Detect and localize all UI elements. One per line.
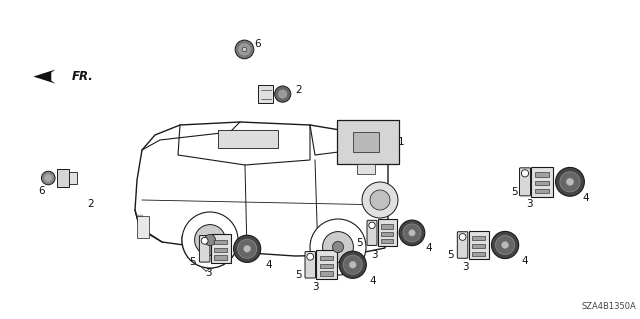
Text: 6: 6	[255, 39, 261, 49]
Bar	[381, 225, 394, 228]
Text: FR.: FR.	[72, 70, 94, 83]
Circle shape	[459, 234, 466, 240]
Circle shape	[204, 234, 216, 246]
FancyBboxPatch shape	[200, 235, 210, 262]
Bar	[535, 189, 549, 193]
Bar	[378, 219, 397, 247]
Circle shape	[343, 255, 362, 274]
Bar	[57, 169, 68, 187]
Circle shape	[332, 241, 344, 253]
Circle shape	[45, 174, 52, 182]
Text: 3: 3	[462, 262, 468, 272]
Circle shape	[278, 90, 287, 98]
Bar	[320, 271, 333, 276]
Bar	[357, 164, 375, 174]
Circle shape	[275, 86, 291, 102]
Bar	[137, 216, 149, 238]
Bar	[353, 132, 379, 152]
Bar	[381, 239, 394, 243]
Bar	[381, 232, 394, 236]
Polygon shape	[337, 120, 399, 164]
Circle shape	[339, 251, 366, 278]
Text: 5: 5	[356, 238, 362, 248]
Text: 4: 4	[582, 193, 589, 203]
Circle shape	[403, 224, 421, 242]
Bar	[535, 181, 549, 185]
Polygon shape	[33, 70, 55, 84]
Bar	[535, 172, 549, 177]
FancyBboxPatch shape	[520, 168, 531, 196]
Bar	[320, 263, 333, 268]
Bar	[472, 252, 485, 256]
Circle shape	[560, 172, 580, 192]
Text: 3: 3	[526, 199, 532, 209]
Circle shape	[502, 241, 508, 249]
Text: 5: 5	[447, 250, 453, 260]
Bar	[320, 256, 333, 260]
Circle shape	[409, 230, 415, 236]
FancyBboxPatch shape	[458, 232, 468, 258]
Bar	[316, 250, 337, 279]
Circle shape	[399, 220, 425, 246]
Circle shape	[237, 239, 257, 258]
Circle shape	[182, 212, 238, 268]
Text: 5: 5	[511, 187, 517, 197]
Text: 4: 4	[369, 276, 376, 286]
Text: 1: 1	[398, 137, 404, 147]
Circle shape	[244, 245, 250, 252]
Bar	[68, 172, 77, 184]
Circle shape	[566, 178, 573, 185]
Text: 5: 5	[296, 270, 302, 280]
Text: SZA4B1350A: SZA4B1350A	[581, 302, 636, 311]
Circle shape	[42, 171, 55, 185]
Circle shape	[195, 225, 225, 256]
Circle shape	[495, 235, 515, 255]
Circle shape	[234, 235, 260, 263]
Circle shape	[242, 47, 247, 52]
Text: 2: 2	[296, 85, 302, 95]
Bar	[214, 256, 227, 260]
Bar	[214, 248, 227, 252]
Circle shape	[349, 261, 356, 268]
Circle shape	[235, 40, 254, 59]
Circle shape	[310, 219, 366, 275]
Text: 3: 3	[312, 282, 318, 292]
Circle shape	[369, 222, 375, 228]
Circle shape	[492, 231, 518, 259]
Circle shape	[362, 182, 398, 218]
Circle shape	[307, 253, 314, 260]
Circle shape	[239, 44, 250, 55]
Text: 2: 2	[87, 198, 93, 209]
Bar	[214, 240, 227, 244]
Text: 3: 3	[205, 268, 211, 278]
Bar	[218, 130, 278, 148]
FancyBboxPatch shape	[367, 220, 377, 245]
Circle shape	[556, 167, 584, 196]
Bar	[472, 236, 485, 241]
Text: 5: 5	[189, 256, 195, 267]
Bar	[468, 231, 489, 259]
Text: 3: 3	[371, 250, 378, 260]
Bar	[531, 167, 553, 197]
Bar	[472, 244, 485, 248]
Text: 4: 4	[522, 256, 528, 266]
Circle shape	[370, 190, 390, 210]
Circle shape	[201, 237, 208, 244]
Text: 4: 4	[266, 260, 272, 270]
Bar	[211, 234, 231, 263]
Circle shape	[522, 170, 529, 177]
FancyBboxPatch shape	[305, 251, 316, 278]
Text: 4: 4	[426, 243, 432, 253]
Bar	[259, 85, 273, 103]
Circle shape	[323, 232, 353, 263]
Text: 6: 6	[38, 186, 45, 197]
